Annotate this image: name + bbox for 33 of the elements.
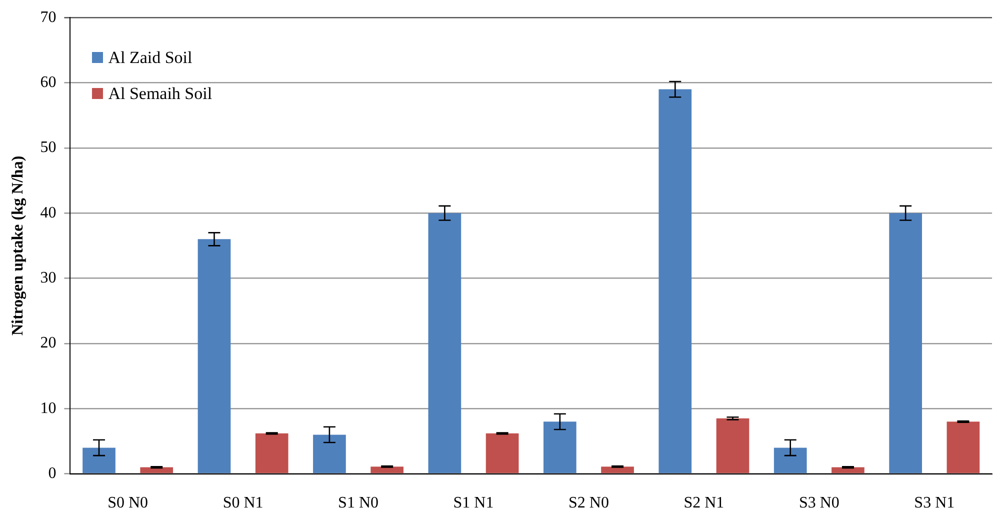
y-axis-title: Nitrogen uptake (kg N/ha) [10,156,27,336]
bar [313,434,346,474]
bar [82,448,116,474]
bar [946,422,980,474]
bar [658,89,692,474]
y-tick-label: 70 [40,8,56,26]
x-tick-label: S1 N0 [338,494,378,512]
bar [255,433,288,474]
x-tick-label: S0 N0 [108,494,148,512]
x-tick-label: S2 N0 [568,494,609,512]
bar [601,466,634,474]
bar [889,213,922,474]
x-tick-label: S1 N1 [453,494,494,512]
bar [774,448,807,474]
y-tick-label: 40 [40,204,56,222]
x-tick-label: S2 N1 [684,494,724,512]
x-tick-label: S3 N0 [798,494,840,512]
y-tick-label: 0 [48,465,56,482]
bar [198,239,231,474]
x-tick-label: S0 N1 [222,494,264,512]
bar [543,422,576,474]
y-tick-label: 20 [40,334,56,352]
y-tick-label: 60 [40,74,56,91]
legend-label: Al Zaid Soil [108,48,192,68]
bar [370,466,404,474]
bar [428,213,462,474]
y-tick-label: 50 [40,139,56,156]
y-tick-label: 10 [40,400,56,417]
legend-label: Al Semaih Soil [108,84,212,104]
bar [716,418,750,474]
x-tick-label: S3 N1 [914,494,955,512]
bar [486,433,519,474]
y-tick-label: 30 [40,269,56,286]
